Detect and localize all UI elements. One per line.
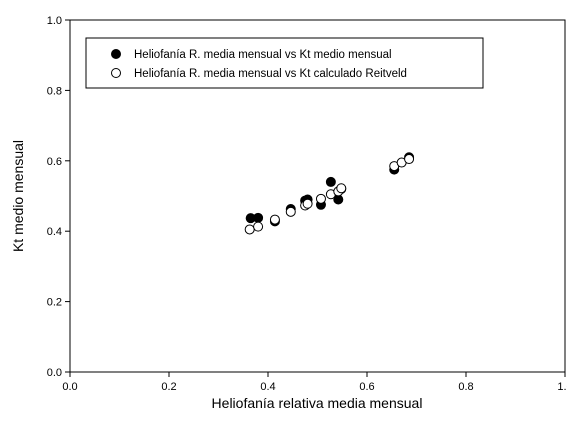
point-series-1-7: [325, 176, 336, 187]
legend-label-series-1: Heliofanía R. media mensual vs Kt medio …: [134, 49, 392, 61]
y-tick-label-5: 1.0: [47, 15, 62, 27]
y-tick-label-4: 0.8: [47, 85, 62, 97]
point-series-2-1: [253, 221, 264, 232]
point-series-2-2: [269, 214, 280, 225]
x-tick-label-0: 0.0: [62, 381, 77, 393]
data-points: [244, 152, 415, 235]
legend-label-series-2: Heliofanía R. media mensual vs Kt calcul…: [134, 68, 407, 80]
y-tick-label-0: 0.0: [47, 367, 62, 379]
y-tick-label-3: 0.6: [47, 156, 62, 168]
plot-frame: [69, 19, 566, 373]
legend-marker-series-1: [111, 49, 121, 59]
legend-box: [85, 37, 484, 89]
axis-ticks: 0.0 0.2 0.4 0.6 0.8 1.0 0.0 0.2 0.4 0.6 0.8 1.0: [47, 15, 567, 393]
point-series-2-0: [244, 224, 255, 235]
point-series-1-1: [253, 212, 264, 223]
point-series-2-12: [404, 154, 415, 165]
legend-marker-series-2: [111, 68, 121, 78]
point-series-2-6: [315, 193, 326, 204]
point-series-2-9: [336, 183, 347, 194]
x-tick-label-3: 0.6: [359, 381, 374, 393]
x-tick-label-2: 0.4: [260, 381, 275, 393]
x-tick-label-5: 1.0: [557, 381, 567, 393]
x-tick-label-1: 0.2: [161, 381, 176, 393]
y-tick-label-1: 0.2: [47, 297, 62, 309]
x-tick-label-4: 0.8: [458, 381, 473, 393]
point-series-2-5: [302, 198, 313, 209]
point-series-2-3: [285, 206, 296, 217]
y-tick-label-2: 0.4: [47, 226, 62, 238]
legend: Heliofanía R. media mensual vs Kt medio …: [85, 37, 484, 89]
y-axis-title: Kt medio mensual: [10, 140, 26, 252]
x-axis-title: Heliofanía relativa media mensual: [212, 395, 423, 411]
